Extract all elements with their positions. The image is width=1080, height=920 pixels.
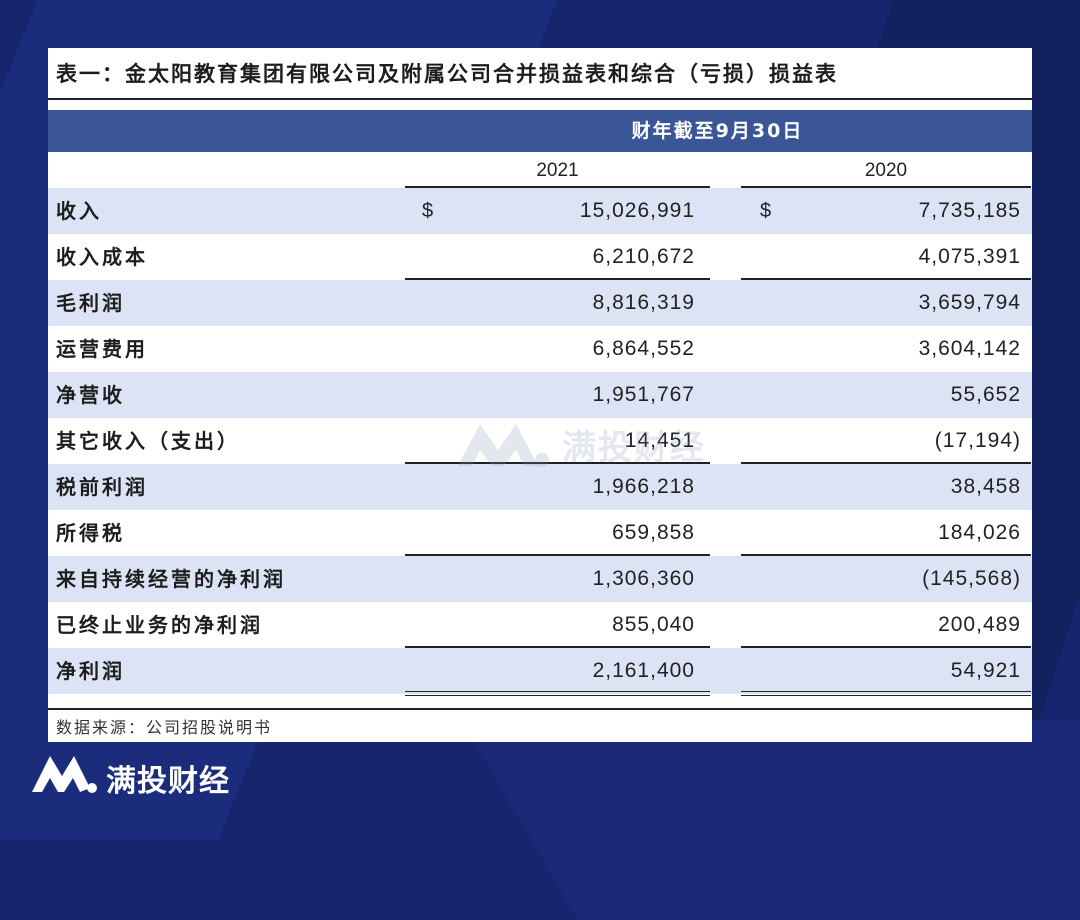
value-2020: (145,568) xyxy=(922,567,1021,590)
value-2020: 3,659,794 xyxy=(918,291,1021,314)
row-label: 运营费用 xyxy=(56,337,148,361)
period-header: 财年截至9月30日 xyxy=(631,120,804,142)
value-2020: 3,604,142 xyxy=(918,337,1021,360)
currency-symbol: $ xyxy=(760,200,772,222)
subtotal-rule xyxy=(405,278,710,280)
value-2021: 15,026,991 xyxy=(579,199,695,222)
value-2020: 184,026 xyxy=(938,521,1021,544)
table-body: 收入 $ $15,026,991 7,735,185 收入成本 6,210,672 4,07… xyxy=(48,188,1032,696)
value-2021: 1,951,767 xyxy=(592,383,695,406)
table-row: 税前利润 1,966,218 38,458 xyxy=(48,464,1032,510)
row-label: 净营收 xyxy=(56,383,125,407)
value-2020: (17,194) xyxy=(934,429,1021,452)
value-2020: 55,652 xyxy=(950,383,1021,406)
table-row: 净利润 2,161,400 54,921 xyxy=(48,648,1032,696)
bottom-rule xyxy=(48,708,1032,710)
table-row: 所得税 659,858 184,026 xyxy=(48,510,1032,556)
column-header-2020: 2020 xyxy=(741,156,1031,188)
row-label: 收入 xyxy=(56,199,102,223)
value-2021: 855,040 xyxy=(612,613,695,636)
watermark: 满投财经 xyxy=(454,414,754,474)
currency-symbol: $ xyxy=(422,200,434,222)
background-shape xyxy=(462,720,1080,920)
table-card: 表一：金太阳教育集团有限公司及附属公司合并损益表和综合（亏损）损益表 财年截至9… xyxy=(48,48,1032,742)
subtotal-rule xyxy=(741,462,1031,464)
subtotal-rule xyxy=(405,462,710,464)
table-row: 运营费用 6,864,552 3,604,142 xyxy=(48,326,1032,372)
row-label: 已终止业务的净利润 xyxy=(56,613,263,637)
watermark-logo-icon xyxy=(458,424,549,467)
row-label: 税前利润 xyxy=(56,475,148,499)
value-2021: 8,816,319 xyxy=(592,291,695,314)
value-2021: 659,858 xyxy=(612,521,695,544)
table-row: 收入成本 6,210,672 4,075,391 xyxy=(48,234,1032,280)
subtotal-rule xyxy=(741,278,1031,280)
brand-name: 满投财经 xyxy=(106,764,230,799)
watermark-text: 满投财经 xyxy=(562,428,706,468)
table-row: 净营收 1,951,767 55,652 xyxy=(48,372,1032,418)
value-2020: 4,075,391 xyxy=(918,245,1021,268)
row-label: 所得税 xyxy=(56,521,125,545)
table-row: 收入 $ $15,026,991 7,735,185 xyxy=(48,188,1032,234)
period-header-band: 财年截至9月30日 xyxy=(48,110,1032,152)
title-bar: 表一：金太阳教育集团有限公司及附属公司合并损益表和综合（亏损）损益表 xyxy=(48,48,1032,100)
value-2021: 1,306,360 xyxy=(592,567,695,590)
table-row: 毛利润 8,816,319 3,659,794 xyxy=(48,280,1032,326)
subtotal-rule xyxy=(405,554,710,556)
table-row: 已终止业务的净利润 855,040 200,489 xyxy=(48,602,1032,648)
total-double-rule xyxy=(405,691,710,696)
total-double-rule xyxy=(741,691,1031,696)
value-2021: 2,161,400 xyxy=(592,659,695,682)
value-2020: 38,458 xyxy=(950,475,1021,498)
value-2020: 200,489 xyxy=(938,613,1021,636)
subtotal-rule xyxy=(405,646,710,648)
row-label: 毛利润 xyxy=(56,291,125,315)
source-note: 数据来源：公司招股说明书 xyxy=(56,718,273,737)
subtotal-rule xyxy=(741,646,1031,648)
value-2021: 6,210,672 xyxy=(592,245,695,268)
table-title: 表一：金太阳教育集团有限公司及附属公司合并损益表和综合（亏损）损益表 xyxy=(56,61,838,86)
row-label: 净利润 xyxy=(56,659,125,683)
row-label: 其它收入（支出） xyxy=(56,429,240,453)
row-label: 收入成本 xyxy=(56,245,148,269)
column-header-2021: 2021 xyxy=(405,156,710,188)
subtotal-rule xyxy=(741,554,1031,556)
value-2021: 1,966,218 xyxy=(592,475,695,498)
table-row: 其它收入（支出） 14,451 (17,194) xyxy=(48,418,1032,464)
brand-logo: 满投财经 xyxy=(30,748,229,799)
table-row: 来自持续经营的净利润 1,306,360 (145,568) xyxy=(48,556,1032,602)
row-label: 来自持续经营的净利润 xyxy=(56,567,286,591)
value-2020: 7,735,185 xyxy=(918,199,1021,222)
value-2021: 14,451 xyxy=(624,429,695,452)
value-2020: 54,921 xyxy=(950,659,1021,682)
brand-m-logo-icon xyxy=(32,756,97,793)
value-2021: 6,864,552 xyxy=(592,337,695,360)
